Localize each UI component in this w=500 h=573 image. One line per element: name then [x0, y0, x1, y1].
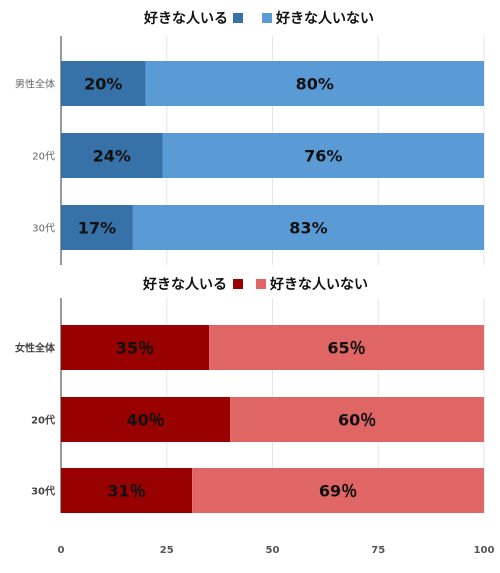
x-tick-label: 50: [266, 545, 280, 556]
data-label: 40％: [126, 411, 164, 430]
bar-segment: [61, 468, 193, 513]
x-tick-label: 100: [474, 545, 495, 556]
bar-segment: [61, 325, 210, 370]
legend-label: 好きな人いない: [275, 10, 374, 27]
data-label: 76%: [304, 147, 342, 166]
x-tick-label: 75: [371, 545, 385, 556]
bar-segment: [61, 133, 163, 178]
bar-segment: [192, 468, 484, 513]
category-label: 20代: [32, 151, 55, 163]
category-label: 女性全体: [15, 342, 56, 355]
data-label: 60％: [338, 411, 376, 430]
legend-swatch: [262, 13, 272, 23]
bar-segment: [61, 61, 146, 106]
legend-swatch: [233, 13, 243, 23]
data-label: 17%: [78, 219, 116, 238]
bar-segment: [145, 61, 484, 106]
data-label: 80%: [296, 75, 334, 94]
x-tick-label: 0: [58, 545, 65, 556]
legend-swatch: [256, 279, 266, 289]
data-label: 35％: [116, 339, 154, 358]
legend-label: 好きな人いない: [269, 276, 368, 293]
legend-label: 好きな人いる: [143, 10, 228, 27]
data-label: 20%: [84, 75, 122, 94]
category-label: 男性全体: [15, 78, 55, 91]
category-label: 30代: [32, 223, 55, 235]
bar-segment: [61, 205, 133, 250]
bar-segment: [230, 397, 484, 442]
category-label: 20代: [31, 414, 55, 427]
legend-label: 好きな人いる: [142, 276, 227, 293]
data-label: 83%: [289, 219, 327, 238]
data-label: 69％: [319, 482, 357, 501]
bar-segment: [132, 205, 484, 250]
bar-segment: [162, 133, 484, 178]
bar-segment: [61, 397, 231, 442]
category-label: 30代: [31, 485, 55, 498]
legend-swatch: [233, 279, 243, 289]
data-label: 65％: [327, 339, 365, 358]
bar-segment: [209, 325, 485, 370]
x-tick-label: 25: [160, 545, 174, 556]
data-label: 24%: [93, 147, 131, 166]
data-label: 31％: [107, 482, 145, 501]
